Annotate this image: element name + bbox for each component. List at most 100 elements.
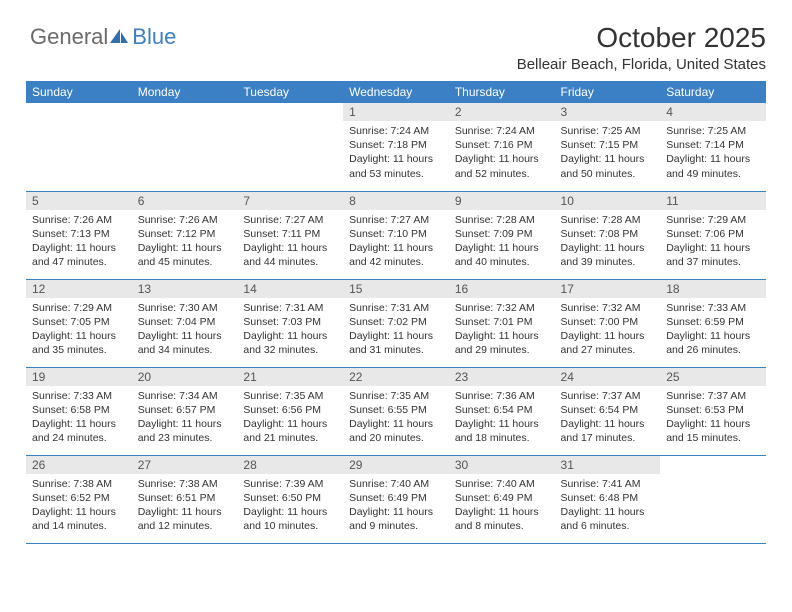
day-number: 2 — [449, 103, 555, 121]
calendar-row: ......1Sunrise: 7:24 AMSunset: 7:18 PMDa… — [26, 103, 766, 191]
day-number: 17 — [555, 280, 661, 298]
calendar-row: 5Sunrise: 7:26 AMSunset: 7:13 PMDaylight… — [26, 191, 766, 279]
day-body: Sunrise: 7:26 AMSunset: 7:12 PMDaylight:… — [132, 210, 238, 274]
calendar-cell: 14Sunrise: 7:31 AMSunset: 7:03 PMDayligh… — [237, 279, 343, 367]
day-number: 19 — [26, 368, 132, 386]
calendar-row: 19Sunrise: 7:33 AMSunset: 6:58 PMDayligh… — [26, 367, 766, 455]
day-body: Sunrise: 7:33 AMSunset: 6:59 PMDaylight:… — [660, 298, 766, 362]
day-body: Sunrise: 7:40 AMSunset: 6:49 PMDaylight:… — [343, 474, 449, 538]
day-body: Sunrise: 7:27 AMSunset: 7:10 PMDaylight:… — [343, 210, 449, 274]
day-body: Sunrise: 7:28 AMSunset: 7:08 PMDaylight:… — [555, 210, 661, 274]
calendar-cell: 9Sunrise: 7:28 AMSunset: 7:09 PMDaylight… — [449, 191, 555, 279]
day-body: Sunrise: 7:37 AMSunset: 6:53 PMDaylight:… — [660, 386, 766, 450]
day-body: Sunrise: 7:25 AMSunset: 7:14 PMDaylight:… — [660, 121, 766, 185]
day-body: Sunrise: 7:24 AMSunset: 7:16 PMDaylight:… — [449, 121, 555, 185]
calendar-cell: 18Sunrise: 7:33 AMSunset: 6:59 PMDayligh… — [660, 279, 766, 367]
calendar-table: SundayMondayTuesdayWednesdayThursdayFrid… — [26, 81, 766, 544]
day-body: Sunrise: 7:29 AMSunset: 7:06 PMDaylight:… — [660, 210, 766, 274]
day-number: 20 — [132, 368, 238, 386]
day-body: Sunrise: 7:39 AMSunset: 6:50 PMDaylight:… — [237, 474, 343, 538]
calendar-row: 12Sunrise: 7:29 AMSunset: 7:05 PMDayligh… — [26, 279, 766, 367]
logo: General Blue — [30, 24, 176, 50]
calendar-cell: 16Sunrise: 7:32 AMSunset: 7:01 PMDayligh… — [449, 279, 555, 367]
day-header: Tuesday — [237, 81, 343, 103]
day-number: 30 — [449, 456, 555, 474]
day-number: 12 — [26, 280, 132, 298]
day-number: 13 — [132, 280, 238, 298]
day-body: Sunrise: 7:41 AMSunset: 6:48 PMDaylight:… — [555, 474, 661, 538]
sail-icon — [110, 29, 130, 45]
day-header: Sunday — [26, 81, 132, 103]
day-body: Sunrise: 7:31 AMSunset: 7:02 PMDaylight:… — [343, 298, 449, 362]
logo-word2: Blue — [132, 24, 176, 50]
calendar-cell: 11Sunrise: 7:29 AMSunset: 7:06 PMDayligh… — [660, 191, 766, 279]
calendar-cell: .. — [132, 103, 238, 191]
day-number: 5 — [26, 192, 132, 210]
day-body: Sunrise: 7:35 AMSunset: 6:55 PMDaylight:… — [343, 386, 449, 450]
calendar-cell: 21Sunrise: 7:35 AMSunset: 6:56 PMDayligh… — [237, 367, 343, 455]
calendar-cell: 29Sunrise: 7:40 AMSunset: 6:49 PMDayligh… — [343, 455, 449, 543]
day-number: 21 — [237, 368, 343, 386]
calendar-cell: 3Sunrise: 7:25 AMSunset: 7:15 PMDaylight… — [555, 103, 661, 191]
calendar-cell: 17Sunrise: 7:32 AMSunset: 7:00 PMDayligh… — [555, 279, 661, 367]
day-number: 16 — [449, 280, 555, 298]
calendar-cell: 8Sunrise: 7:27 AMSunset: 7:10 PMDaylight… — [343, 191, 449, 279]
day-body: Sunrise: 7:29 AMSunset: 7:05 PMDaylight:… — [26, 298, 132, 362]
logo-word1: General — [30, 24, 108, 50]
day-number: 22 — [343, 368, 449, 386]
day-body: Sunrise: 7:40 AMSunset: 6:49 PMDaylight:… — [449, 474, 555, 538]
calendar-cell: 25Sunrise: 7:37 AMSunset: 6:53 PMDayligh… — [660, 367, 766, 455]
day-header: Saturday — [660, 81, 766, 103]
calendar-cell: 30Sunrise: 7:40 AMSunset: 6:49 PMDayligh… — [449, 455, 555, 543]
day-number: 23 — [449, 368, 555, 386]
day-body: Sunrise: 7:27 AMSunset: 7:11 PMDaylight:… — [237, 210, 343, 274]
day-number: 27 — [132, 456, 238, 474]
day-body: Sunrise: 7:38 AMSunset: 6:52 PMDaylight:… — [26, 474, 132, 538]
day-number: 29 — [343, 456, 449, 474]
calendar-cell: .. — [26, 103, 132, 191]
day-body: Sunrise: 7:25 AMSunset: 7:15 PMDaylight:… — [555, 121, 661, 185]
day-number: 10 — [555, 192, 661, 210]
calendar-cell: 26Sunrise: 7:38 AMSunset: 6:52 PMDayligh… — [26, 455, 132, 543]
calendar-cell: 19Sunrise: 7:33 AMSunset: 6:58 PMDayligh… — [26, 367, 132, 455]
day-number: 9 — [449, 192, 555, 210]
day-body: Sunrise: 7:38 AMSunset: 6:51 PMDaylight:… — [132, 474, 238, 538]
day-header: Thursday — [449, 81, 555, 103]
day-number: 3 — [555, 103, 661, 121]
day-number: 4 — [660, 103, 766, 121]
day-number: 15 — [343, 280, 449, 298]
calendar-cell: .. — [237, 103, 343, 191]
calendar-cell: 6Sunrise: 7:26 AMSunset: 7:12 PMDaylight… — [132, 191, 238, 279]
day-number: 8 — [343, 192, 449, 210]
calendar-row: 26Sunrise: 7:38 AMSunset: 6:52 PMDayligh… — [26, 455, 766, 543]
calendar-cell: 10Sunrise: 7:28 AMSunset: 7:08 PMDayligh… — [555, 191, 661, 279]
calendar-cell: 2Sunrise: 7:24 AMSunset: 7:16 PMDaylight… — [449, 103, 555, 191]
calendar-cell: 23Sunrise: 7:36 AMSunset: 6:54 PMDayligh… — [449, 367, 555, 455]
day-number: 7 — [237, 192, 343, 210]
day-body: Sunrise: 7:32 AMSunset: 7:01 PMDaylight:… — [449, 298, 555, 362]
calendar-cell: 4Sunrise: 7:25 AMSunset: 7:14 PMDaylight… — [660, 103, 766, 191]
calendar-cell: 12Sunrise: 7:29 AMSunset: 7:05 PMDayligh… — [26, 279, 132, 367]
calendar-cell: 1Sunrise: 7:24 AMSunset: 7:18 PMDaylight… — [343, 103, 449, 191]
calendar-cell: 27Sunrise: 7:38 AMSunset: 6:51 PMDayligh… — [132, 455, 238, 543]
day-header: Wednesday — [343, 81, 449, 103]
day-body: Sunrise: 7:37 AMSunset: 6:54 PMDaylight:… — [555, 386, 661, 450]
day-body: Sunrise: 7:30 AMSunset: 7:04 PMDaylight:… — [132, 298, 238, 362]
day-number: 26 — [26, 456, 132, 474]
day-number: 24 — [555, 368, 661, 386]
day-header: Monday — [132, 81, 238, 103]
day-body: Sunrise: 7:34 AMSunset: 6:57 PMDaylight:… — [132, 386, 238, 450]
day-number: 1 — [343, 103, 449, 121]
calendar-cell: 20Sunrise: 7:34 AMSunset: 6:57 PMDayligh… — [132, 367, 238, 455]
day-body: Sunrise: 7:31 AMSunset: 7:03 PMDaylight:… — [237, 298, 343, 362]
calendar-cell: 5Sunrise: 7:26 AMSunset: 7:13 PMDaylight… — [26, 191, 132, 279]
calendar-cell: .. — [660, 455, 766, 543]
day-number: 14 — [237, 280, 343, 298]
day-body: Sunrise: 7:28 AMSunset: 7:09 PMDaylight:… — [449, 210, 555, 274]
calendar-cell: 7Sunrise: 7:27 AMSunset: 7:11 PMDaylight… — [237, 191, 343, 279]
calendar-cell: 28Sunrise: 7:39 AMSunset: 6:50 PMDayligh… — [237, 455, 343, 543]
calendar-cell: 13Sunrise: 7:30 AMSunset: 7:04 PMDayligh… — [132, 279, 238, 367]
day-number: 28 — [237, 456, 343, 474]
day-number: 11 — [660, 192, 766, 210]
calendar-cell: 22Sunrise: 7:35 AMSunset: 6:55 PMDayligh… — [343, 367, 449, 455]
